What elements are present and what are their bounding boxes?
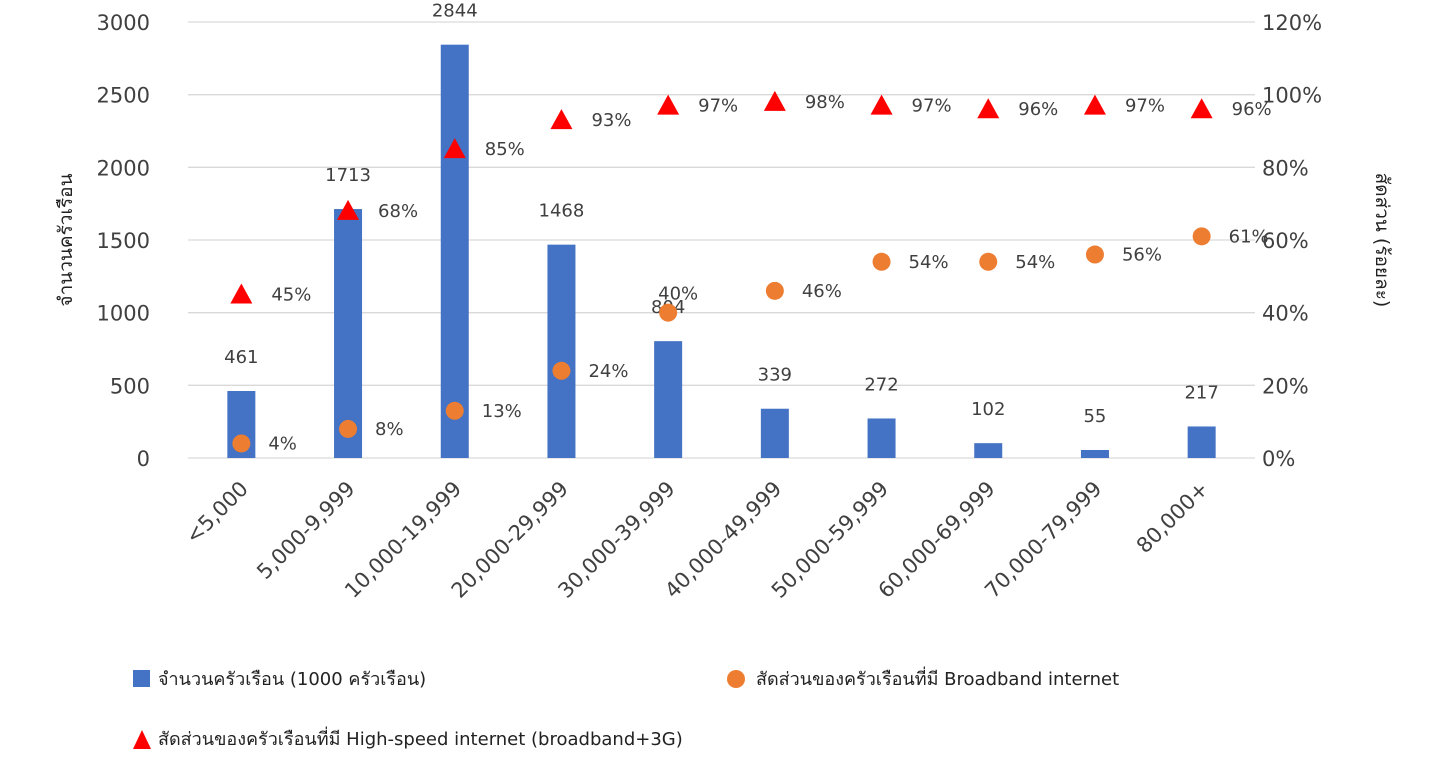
highspeed-value-label: 98% [805, 92, 845, 113]
bar [547, 244, 576, 458]
broadband-value-label: 24% [588, 361, 628, 382]
bar-value-label: 461 [224, 347, 258, 368]
broadband-value-label: 54% [1015, 252, 1055, 273]
broadband-point [872, 252, 891, 271]
bar [440, 44, 469, 459]
x-tick-label: 5,000-9,999 [252, 477, 359, 584]
left-axis-ticks: 0 500 1000 1500 2000 2500 3000 [97, 11, 150, 471]
broadband-value-label: 46% [802, 281, 842, 302]
x-tick-label: <5,000 [181, 477, 253, 549]
left-tick-label: 0 [137, 447, 150, 471]
highspeed-point [870, 94, 893, 115]
right-tick-label: 20% [1262, 374, 1309, 398]
highspeed-value-label: 96% [1018, 99, 1058, 120]
highspeed-point [1083, 94, 1106, 115]
legend-triangle-label: สัดส่วนของครัวเรือนที่มี High-speed inte… [158, 726, 683, 750]
right-tick-label: 120% [1262, 11, 1322, 35]
legend-triangle-swatch [133, 730, 151, 749]
highspeed-value-label: 97% [912, 96, 952, 117]
bar [974, 443, 1003, 458]
right-tick-label: 80% [1262, 156, 1309, 180]
bar-value-label: 1468 [539, 201, 585, 222]
broadband-point [979, 252, 998, 271]
bar-value-label: 272 [864, 374, 898, 395]
highspeed-value-label: 97% [1125, 96, 1165, 117]
right-tick-label: 100% [1262, 84, 1322, 108]
x-tick-label: 70,000-79,999 [980, 477, 1106, 603]
bar [334, 209, 363, 458]
x-tick-label: 80,000+ [1132, 477, 1213, 558]
bar [654, 341, 683, 458]
highspeed-value-label: 97% [698, 96, 738, 117]
highspeed-point [657, 94, 680, 115]
left-tick-label: 2500 [97, 84, 150, 108]
bars: 46117132844146880433927210255217 [224, 1, 1219, 459]
broadband-point [552, 361, 571, 380]
bar-value-label: 55 [1083, 406, 1106, 427]
highspeed-point [443, 138, 466, 159]
bar [1080, 450, 1109, 458]
right-tick-label: 0% [1262, 447, 1295, 471]
broadband-point [765, 281, 784, 300]
bar-value-label: 339 [758, 365, 792, 386]
left-tick-label: 1500 [97, 229, 150, 253]
highspeed-value-label: 68% [378, 201, 418, 222]
bar [760, 408, 789, 458]
broadband-point [659, 303, 678, 322]
legend-circle-label: สัดส่วนของครัวเรือนที่มี Broadband inter… [756, 666, 1119, 690]
broadband-value-label: 13% [482, 401, 522, 422]
highspeed-point [550, 109, 573, 130]
broadband-value-label: 8% [375, 419, 404, 440]
left-tick-label: 500 [110, 374, 150, 398]
broadband-value-label: 56% [1122, 245, 1162, 266]
bar [867, 418, 896, 458]
bar-value-label: 102 [971, 399, 1005, 420]
highspeed-point [763, 90, 786, 111]
broadband-point [1085, 245, 1104, 264]
left-axis-title: จำนวนครัวเรือน [55, 173, 77, 306]
highspeed-point [230, 283, 253, 304]
x-axis-ticks: <5,000 5,000-9,99910,000-19,99920,000-29,… [181, 477, 1213, 603]
right-tick-label: 40% [1262, 302, 1309, 326]
bar-value-label: 217 [1184, 382, 1218, 403]
highspeed-value-label: 93% [591, 110, 631, 131]
legend: จำนวนครัวเรือน (1000 ครัวเรือน) สัดส่วนข… [133, 666, 1119, 750]
markers: 4% 8% 13% 24% 40% 46% 54% 54% 56% 61% 45% 68% 85% 93%… [230, 90, 1272, 454]
right-axis-ticks: 0% 20% 40% 60% 80% 100% 120% [1262, 11, 1322, 471]
left-tick-label: 3000 [97, 11, 150, 35]
broadband-value-label: 40% [658, 284, 698, 305]
highspeed-point [1190, 98, 1213, 119]
bar-value-label: 1713 [325, 165, 371, 186]
right-tick-label: 60% [1262, 229, 1309, 253]
legend-bar-label: จำนวนครัวเรือน (1000 ครัวเรือน) [158, 669, 426, 690]
gridlines [188, 21, 1255, 459]
right-axis-title: สัดส่วน (ร้อยละ) [1371, 173, 1393, 308]
broadband-value-label: 54% [909, 252, 949, 273]
highspeed-value-label: 96% [1232, 99, 1272, 120]
bar [1187, 426, 1216, 458]
broadband-value-label: 4% [268, 433, 297, 454]
broadband-value-label: 61% [1229, 226, 1269, 247]
broadband-point [445, 401, 464, 420]
highspeed-value-label: 85% [485, 139, 525, 160]
highspeed-value-label: 45% [271, 285, 311, 306]
broadband-point [339, 419, 358, 438]
bar-value-label: 2844 [432, 1, 478, 22]
broadband-point [232, 434, 251, 453]
highspeed-point [337, 199, 360, 220]
left-tick-label: 1000 [97, 302, 150, 326]
legend-circle-swatch [727, 670, 745, 688]
highspeed-point [977, 98, 1000, 119]
left-tick-label: 2000 [97, 156, 150, 180]
legend-bar-swatch [133, 670, 150, 687]
broadband-point [1192, 227, 1211, 246]
